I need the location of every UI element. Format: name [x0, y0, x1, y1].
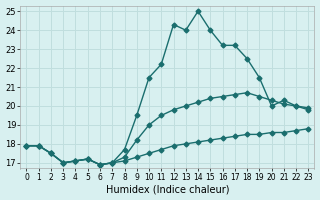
X-axis label: Humidex (Indice chaleur): Humidex (Indice chaleur) [106, 184, 229, 194]
